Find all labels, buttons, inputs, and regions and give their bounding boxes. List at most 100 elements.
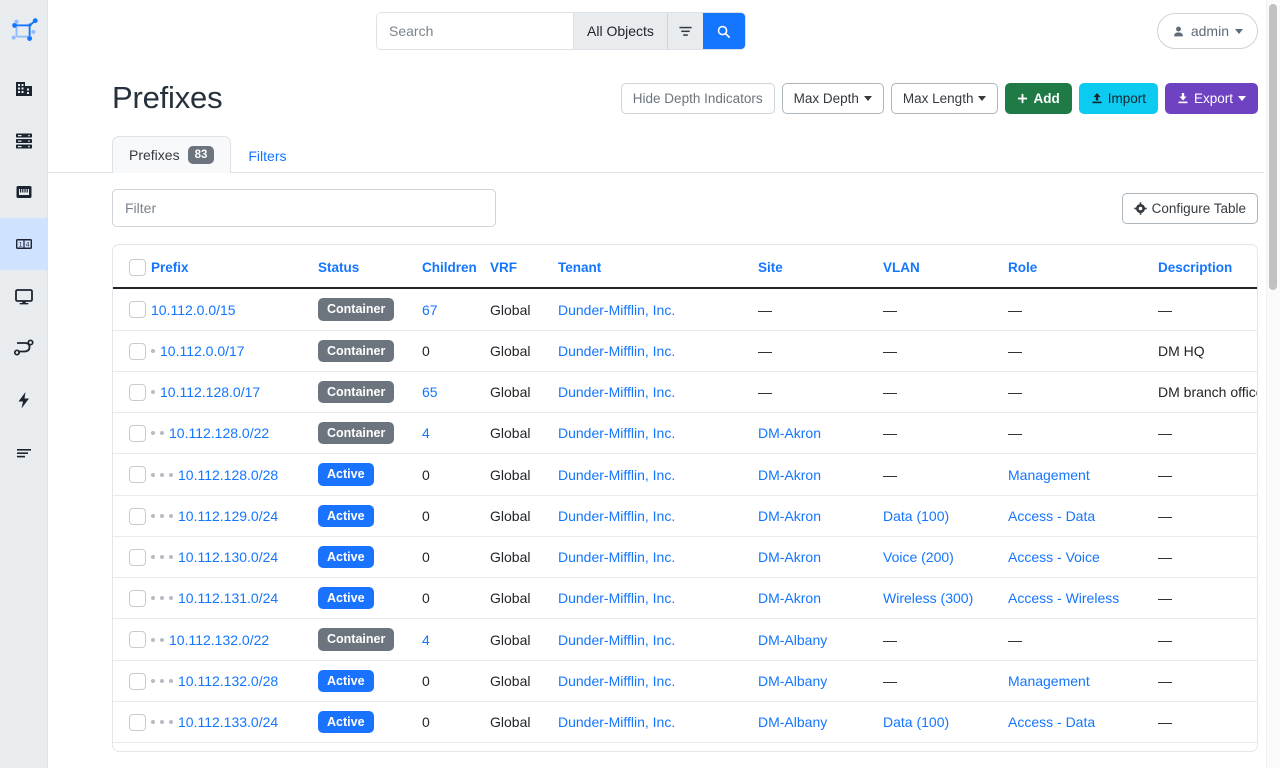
brand-logo[interactable] [0,0,48,62]
site-link[interactable]: DM-Albany [758,631,828,648]
row-checkbox[interactable] [129,590,146,608]
column-header-role[interactable]: Role [1008,260,1038,276]
sidebar-item-ipam[interactable]: 1 4 [0,218,48,270]
children-link[interactable]: 4 [422,631,430,648]
object-scope-select[interactable]: All Objects [573,13,667,49]
description-value: — [1158,672,1172,689]
prefix-link[interactable]: 10.112.128.0/22 [169,425,270,442]
role-cell: — [1000,618,1150,661]
site-link[interactable]: DM-Akron [758,507,822,524]
tenant-link[interactable]: Dunder-Mifflin, Inc. [558,507,676,524]
tab-prefixes[interactable]: Prefixes 83 [112,136,232,174]
filter-input[interactable] [112,189,496,228]
tenant-link[interactable]: Dunder-Mifflin, Inc. [558,549,676,565]
row-checkbox[interactable] [129,713,146,731]
row-checkbox[interactable] [129,342,146,360]
role-link[interactable]: Access - Voice [1008,549,1100,565]
column-header-children[interactable]: Children [422,260,477,276]
column-header-vlan[interactable]: VLAN [883,260,920,276]
import-label: Import [1107,90,1146,106]
site-link[interactable]: DM-Akron [758,425,822,442]
hide-depth-indicators-button[interactable]: Hide Depth Indicators [620,82,775,114]
role-link[interactable]: Access - Data [1008,507,1096,524]
children-link[interactable]: 4 [422,425,430,442]
site-link[interactable]: DM-Albany [758,672,828,689]
column-header-prefix[interactable]: Prefix [151,260,189,276]
prefix-link[interactable]: 10.112.132.0/28 [178,672,279,689]
export-dropdown[interactable]: Export [1164,82,1258,114]
vlan-link[interactable]: Data (100) [883,714,950,730]
search-filter-button[interactable] [666,13,703,49]
prefix-link[interactable]: 10.112.131.0/24 [178,590,279,607]
prefix-link[interactable]: 10.112.130.0/24 [178,549,279,565]
page-scrollbar[interactable] [1266,0,1280,768]
vlan-link[interactable]: Wireless (300) [883,590,974,607]
children-cell: 0 [414,660,482,702]
children-link[interactable]: 67 [422,301,438,318]
children-link[interactable]: 65 [422,384,438,400]
role-link[interactable]: Management [1008,466,1090,483]
tenant-link[interactable]: Dunder-Mifflin, Inc. [558,631,676,648]
prefix-link[interactable]: 10.112.128.0/17 [160,384,261,400]
vlan-link[interactable]: Voice (200) [883,549,954,565]
user-menu-button[interactable]: admin [1156,13,1258,49]
sidebar-item-connections[interactable] [0,166,48,218]
row-checkbox[interactable] [129,507,146,525]
tenant-link[interactable]: Dunder-Mifflin, Inc. [558,425,676,442]
prefix-cell: 10.112.128.0/28 [143,453,310,496]
sidebar-item-other[interactable] [0,426,48,478]
prefix-link[interactable]: 10.112.129.0/24 [178,507,279,524]
import-button[interactable]: Import [1078,82,1158,114]
column-header-tenant[interactable]: Tenant [558,260,602,276]
vlan-link[interactable]: Data (100) [883,507,950,524]
search-input[interactable] [377,13,573,49]
add-button[interactable]: Add [1005,82,1072,114]
prefix-link[interactable]: 10.112.0.0/15 [151,301,236,318]
prefix-link[interactable]: 10.112.128.0/28 [178,466,279,483]
tenant-link[interactable]: Dunder-Mifflin, Inc. [558,672,676,689]
page-scrollbar-thumb[interactable] [1269,4,1277,290]
row-checkbox[interactable] [129,425,146,443]
tenant-link[interactable]: Dunder-Mifflin, Inc. [558,301,676,318]
status-badge: Container [318,380,395,404]
top-bar: All Objects [48,0,1280,62]
sidebar-item-virtualization[interactable] [0,270,48,322]
max-depth-dropdown[interactable]: Max Depth [781,82,884,114]
select-all-checkbox[interactable] [129,259,146,277]
column-header-vrf[interactable]: VRF [490,260,517,276]
prefix-link[interactable]: 10.112.133.0/24 [178,714,279,730]
sidebar-item-power[interactable] [0,374,48,426]
role-link[interactable]: Access - Wireless [1008,590,1120,607]
search-submit-button[interactable] [702,13,745,49]
column-header-description[interactable]: Description [1158,260,1233,276]
tenant-link[interactable]: Dunder-Mifflin, Inc. [558,590,676,607]
site-link[interactable]: DM-Akron [758,590,822,607]
configure-table-button[interactable]: Configure Table [1121,192,1258,224]
sidebar-item-circuits[interactable] [0,322,48,374]
row-checkbox[interactable] [129,466,146,484]
export-label: Export [1193,90,1233,106]
sidebar-item-devices[interactable] [0,114,48,166]
site-link[interactable]: DM-Albany [758,714,828,730]
status-badge: Container [318,298,395,321]
column-header-status[interactable]: Status [318,260,360,276]
role-link[interactable]: Management [1008,672,1090,689]
prefix-link[interactable]: 10.112.132.0/22 [169,631,270,648]
role-link[interactable]: Access - Data [1008,714,1096,730]
row-checkbox[interactable] [129,383,146,401]
row-checkbox[interactable] [129,301,146,319]
tab-filters[interactable]: Filters [231,138,303,173]
tenant-link[interactable]: Dunder-Mifflin, Inc. [558,466,676,483]
row-checkbox[interactable] [129,548,146,566]
prefix-link[interactable]: 10.112.0.0/17 [160,342,245,359]
tenant-link[interactable]: Dunder-Mifflin, Inc. [558,384,676,400]
tenant-link[interactable]: Dunder-Mifflin, Inc. [558,714,676,730]
max-length-dropdown[interactable]: Max Length [890,82,999,114]
site-link[interactable]: DM-Akron [758,466,822,483]
tenant-link[interactable]: Dunder-Mifflin, Inc. [558,342,676,359]
row-checkbox[interactable] [129,631,146,649]
column-header-site[interactable]: Site [758,260,783,276]
sidebar-item-organization[interactable] [0,62,48,114]
row-checkbox[interactable] [129,672,146,690]
site-link[interactable]: DM-Akron [758,549,822,565]
